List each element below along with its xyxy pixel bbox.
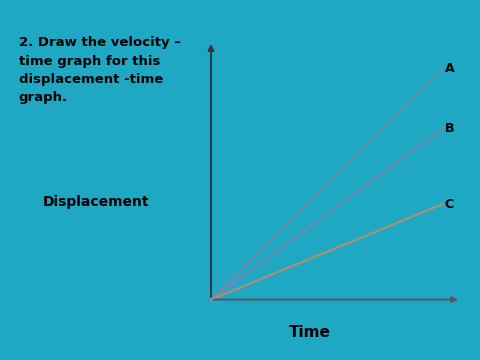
Text: Time: Time [288,325,331,340]
Text: Displacement: Displacement [42,195,149,208]
Text: B: B [445,122,454,135]
Text: C: C [445,198,454,211]
Text: A: A [445,62,455,75]
Text: 2. Draw the velocity –
time graph for this
displacement -time
graph.: 2. Draw the velocity – time graph for th… [19,36,180,104]
